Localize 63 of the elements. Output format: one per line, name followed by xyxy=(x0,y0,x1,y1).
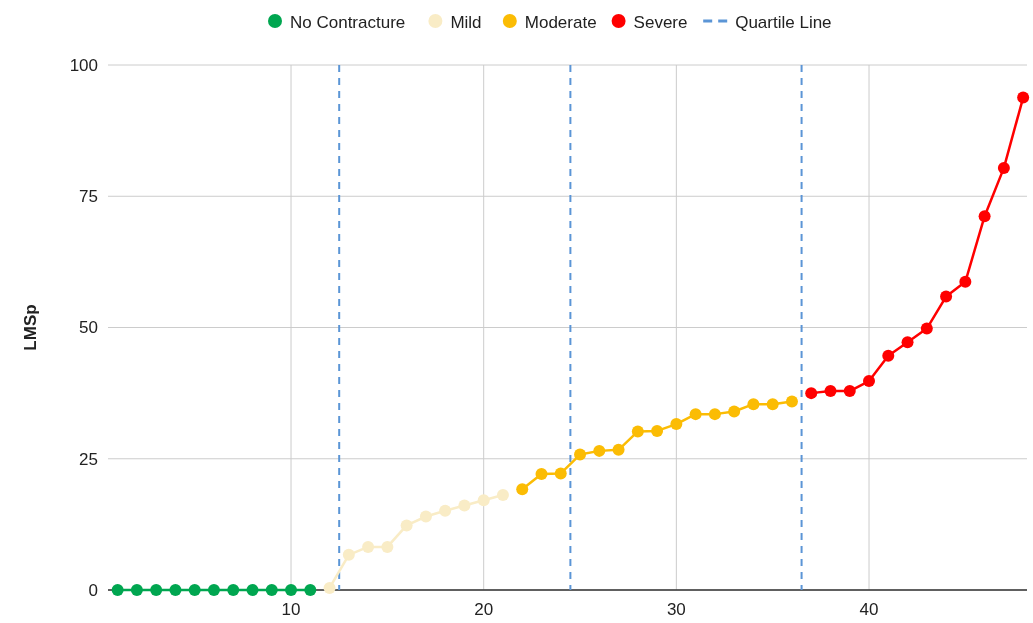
point xyxy=(477,494,490,507)
legend-label: No Contracture xyxy=(290,12,406,32)
point xyxy=(824,385,837,398)
point xyxy=(689,408,702,421)
point xyxy=(323,581,336,594)
point xyxy=(285,584,298,596)
point xyxy=(111,584,124,596)
point xyxy=(150,584,163,596)
point xyxy=(246,584,259,596)
legend-label: Severe xyxy=(633,12,688,32)
point xyxy=(805,387,818,400)
legend-label: Quartile Line xyxy=(735,12,832,32)
point xyxy=(207,584,220,596)
point xyxy=(400,519,413,532)
point xyxy=(130,584,143,596)
point xyxy=(747,398,760,411)
point xyxy=(708,408,721,421)
point xyxy=(901,336,914,349)
point xyxy=(265,584,278,596)
point xyxy=(766,398,779,411)
point xyxy=(651,424,664,437)
y-tick-label: 50 xyxy=(79,318,98,338)
point xyxy=(362,540,375,553)
point xyxy=(304,584,317,596)
point xyxy=(785,395,798,408)
y-axis-title: LMSp xyxy=(21,304,40,351)
legend-label: Moderate xyxy=(524,12,597,32)
point xyxy=(342,548,355,561)
point xyxy=(458,499,471,512)
point xyxy=(882,349,895,362)
y-tick-label: 75 xyxy=(79,187,98,207)
point xyxy=(496,488,509,501)
x-tick-label: 40 xyxy=(859,600,879,619)
legend-label: Mild xyxy=(450,12,482,32)
point xyxy=(439,504,452,517)
point xyxy=(612,443,625,456)
point xyxy=(863,375,876,388)
point xyxy=(516,483,529,496)
x-tick-label: 20 xyxy=(474,600,494,619)
point xyxy=(940,290,953,303)
point xyxy=(554,467,567,480)
point xyxy=(920,322,933,335)
y-tick-label: 25 xyxy=(79,449,98,469)
point xyxy=(593,444,606,457)
point xyxy=(419,510,432,523)
point xyxy=(535,467,548,480)
point xyxy=(631,425,644,438)
point xyxy=(1017,91,1030,104)
point xyxy=(843,385,856,398)
point xyxy=(188,584,201,596)
point xyxy=(670,418,683,431)
point xyxy=(381,540,394,553)
point xyxy=(169,584,182,596)
point xyxy=(997,161,1010,174)
point xyxy=(978,210,991,223)
point xyxy=(728,405,741,418)
y-tick-label: 0 xyxy=(88,580,98,600)
point xyxy=(227,584,240,596)
x-tick-label: 10 xyxy=(281,600,301,619)
y-tick-label: 100 xyxy=(69,55,98,75)
point xyxy=(574,448,587,461)
point xyxy=(959,275,972,288)
x-tick-label: 30 xyxy=(666,600,686,619)
